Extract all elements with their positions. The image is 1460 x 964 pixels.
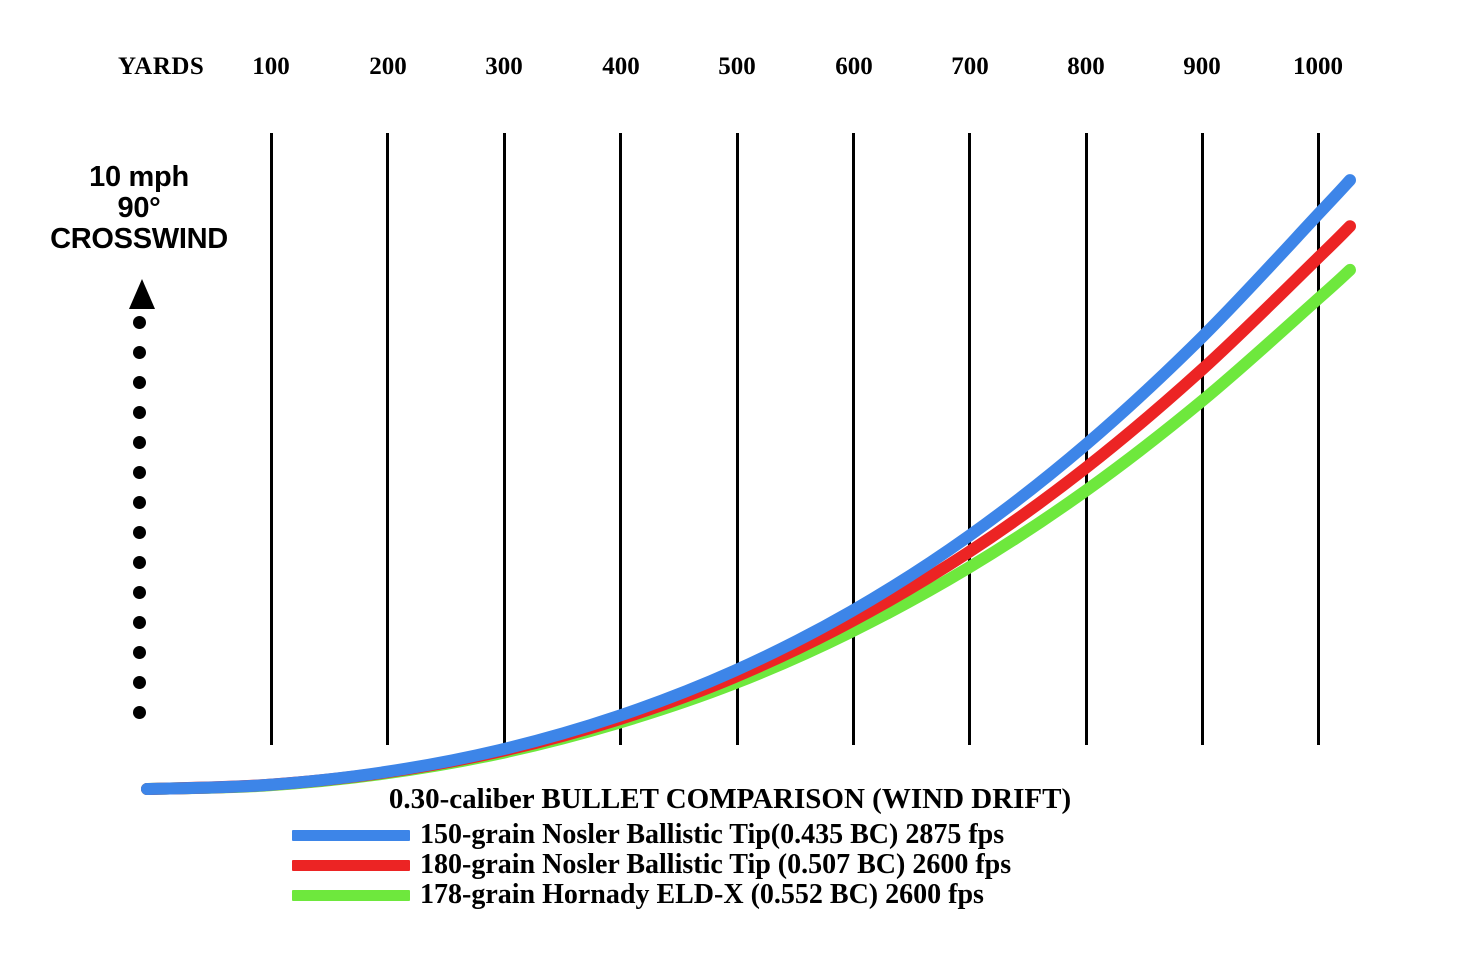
crosswind-speed: 10 mph <box>89 161 189 193</box>
wind-dot <box>133 556 146 569</box>
up-arrow-icon <box>128 279 156 309</box>
gridline-300 <box>503 133 506 745</box>
axis-title: YARDS <box>118 53 205 80</box>
wind-dot <box>133 466 146 479</box>
wind-dot <box>133 646 146 659</box>
gridline-200 <box>386 133 389 745</box>
gridline-900 <box>1201 133 1204 745</box>
chart-legend: 150-grain Nosler Ballistic Tip(0.435 BC)… <box>0 820 1460 910</box>
crosswind-angle: 90° <box>117 192 161 224</box>
axis-tick-500: 500 <box>718 53 756 80</box>
legend-label-red: 180-grain Nosler Ballistic Tip (0.507 BC… <box>420 849 1012 880</box>
legend-swatch-green <box>292 889 410 901</box>
wind-dot <box>133 496 146 509</box>
wind-dot <box>133 376 146 389</box>
axis-tick-800: 800 <box>1067 53 1105 80</box>
legend-label-blue: 150-grain Nosler Ballistic Tip(0.435 BC)… <box>420 819 1005 850</box>
crosswind-label: CROSSWIND <box>50 223 228 255</box>
wind-direction-dotted-line <box>133 316 151 736</box>
gridline-400 <box>619 133 622 745</box>
gridline-1000 <box>1317 133 1320 745</box>
axis-tick-100: 100 <box>252 53 290 80</box>
axis-tick-400: 400 <box>602 53 640 80</box>
axis-tick-300: 300 <box>485 53 523 80</box>
legend-item-blue: 150-grain Nosler Ballistic Tip(0.435 BC)… <box>0 820 1460 850</box>
legend-item-red: 180-grain Nosler Ballistic Tip (0.507 BC… <box>0 850 1460 880</box>
legend-swatch-blue <box>292 829 410 841</box>
legend-item-green: 178-grain Hornady ELD-X (0.552 BC) 2600 … <box>0 880 1460 910</box>
wind-dot <box>133 616 146 629</box>
gridline-600 <box>852 133 855 745</box>
axis-tick-900: 900 <box>1183 53 1221 80</box>
legend-label-green: 178-grain Hornady ELD-X (0.552 BC) 2600 … <box>420 879 984 910</box>
axis-tick-200: 200 <box>369 53 407 80</box>
wind-dot <box>133 346 146 359</box>
gridline-700 <box>968 133 971 745</box>
chart-title: 0.30-caliber BULLET COMPARISON (WIND DRI… <box>388 783 1072 815</box>
x-axis-labels: YARDS 100 200 300 400 500 600 700 800 90… <box>0 52 1460 84</box>
wind-dot <box>133 586 146 599</box>
gridline-100 <box>270 133 273 745</box>
wind-dot <box>133 676 146 689</box>
axis-tick-700: 700 <box>951 53 989 80</box>
crosswind-annotation: 10 mph 90° CROSSWIND <box>24 162 254 255</box>
gridline-800 <box>1085 133 1088 745</box>
wind-dot <box>133 406 146 419</box>
axis-tick-1000: 1000 <box>1293 53 1343 80</box>
gridline-500 <box>736 133 739 745</box>
wind-dot <box>133 436 146 449</box>
legend-swatch-red <box>292 859 410 871</box>
wind-dot <box>133 316 146 329</box>
wind-dot <box>133 706 146 719</box>
axis-tick-600: 600 <box>835 53 873 80</box>
wind-dot <box>133 526 146 539</box>
